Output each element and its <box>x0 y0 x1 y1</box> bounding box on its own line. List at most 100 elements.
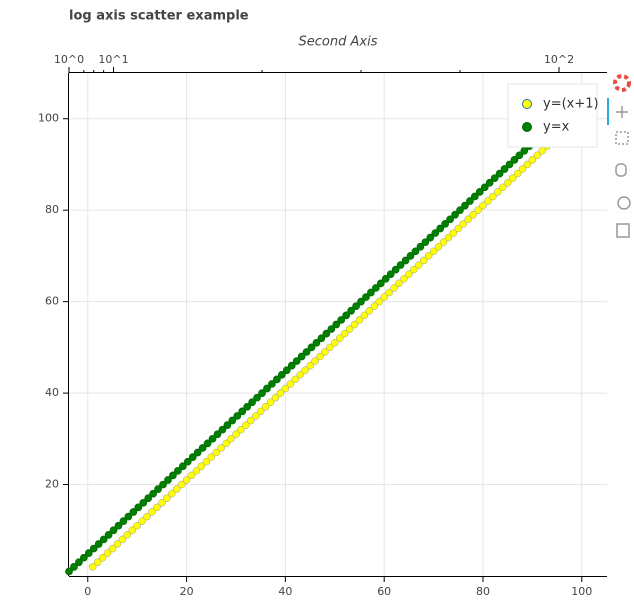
point <box>357 297 365 306</box>
point <box>466 197 474 205</box>
point <box>508 174 517 182</box>
point <box>316 352 324 361</box>
point <box>345 325 354 333</box>
point <box>396 261 405 269</box>
point <box>187 471 196 480</box>
point <box>232 430 240 438</box>
point <box>523 160 532 169</box>
x-tick-label: 100 <box>571 585 592 598</box>
point <box>471 192 479 201</box>
point <box>429 247 438 256</box>
point <box>322 329 331 338</box>
point <box>203 439 212 448</box>
point <box>296 371 304 379</box>
point <box>494 188 502 196</box>
point <box>223 421 232 429</box>
point <box>258 389 266 397</box>
point <box>143 512 151 521</box>
point <box>340 329 349 338</box>
point <box>218 425 227 434</box>
point <box>98 553 107 562</box>
point <box>332 320 341 329</box>
point <box>174 466 182 475</box>
point <box>297 352 306 361</box>
point <box>248 398 256 407</box>
point <box>390 284 398 292</box>
point <box>505 160 514 169</box>
point <box>311 357 319 365</box>
point <box>253 393 261 402</box>
point <box>499 183 507 192</box>
point <box>202 457 211 466</box>
point <box>365 307 374 315</box>
point <box>251 412 260 420</box>
point <box>424 252 433 260</box>
point <box>208 434 217 443</box>
x-tick-label: 20 <box>180 585 194 598</box>
point <box>158 499 166 507</box>
y-tick-label: 20 <box>45 478 59 491</box>
point <box>317 334 326 343</box>
y-tick-label: 60 <box>45 295 59 308</box>
point <box>480 183 489 192</box>
point <box>192 467 201 475</box>
bokeh-logo[interactable] <box>613 74 631 92</box>
point <box>164 476 172 484</box>
point <box>182 476 191 484</box>
pan-tool[interactable] <box>616 106 628 118</box>
point <box>444 233 453 242</box>
point <box>139 498 148 507</box>
point <box>327 325 336 333</box>
point <box>312 338 321 347</box>
legend-label: y=(x+1) <box>543 97 599 112</box>
point <box>434 243 443 251</box>
point <box>153 503 161 512</box>
point <box>436 224 445 233</box>
point <box>489 192 497 201</box>
point <box>198 444 207 452</box>
legend-label: y=x <box>543 120 570 135</box>
point <box>411 247 420 256</box>
toolbar <box>607 74 631 238</box>
point <box>485 178 494 187</box>
point <box>337 316 346 324</box>
point <box>213 430 222 439</box>
point <box>277 370 286 379</box>
point <box>439 238 448 246</box>
point <box>197 462 206 471</box>
save-tool[interactable] <box>616 223 630 238</box>
point <box>292 357 301 365</box>
box-zoom-tool[interactable] <box>615 131 629 145</box>
point <box>503 178 512 187</box>
point <box>533 151 542 160</box>
legend-swatch <box>522 99 532 109</box>
point <box>490 174 499 183</box>
point <box>207 453 216 461</box>
point <box>306 361 314 370</box>
point <box>222 439 230 448</box>
point <box>449 229 458 237</box>
point <box>528 156 537 164</box>
point <box>474 206 482 214</box>
point <box>375 297 384 306</box>
point <box>282 366 291 375</box>
wheel-zoom-tool[interactable] <box>615 163 627 177</box>
point <box>451 210 459 219</box>
point <box>401 256 410 265</box>
point <box>134 503 143 512</box>
point <box>243 402 252 411</box>
point <box>515 151 524 160</box>
point <box>168 489 176 498</box>
point <box>109 526 118 535</box>
reset-tool[interactable] <box>617 196 631 210</box>
point <box>108 544 117 553</box>
point <box>479 201 487 210</box>
point <box>70 563 78 571</box>
point <box>386 270 395 279</box>
point <box>75 558 83 567</box>
point <box>271 393 280 402</box>
point <box>276 389 285 397</box>
point <box>419 256 428 265</box>
point <box>355 316 364 324</box>
x-tick-label: 80 <box>476 585 490 598</box>
